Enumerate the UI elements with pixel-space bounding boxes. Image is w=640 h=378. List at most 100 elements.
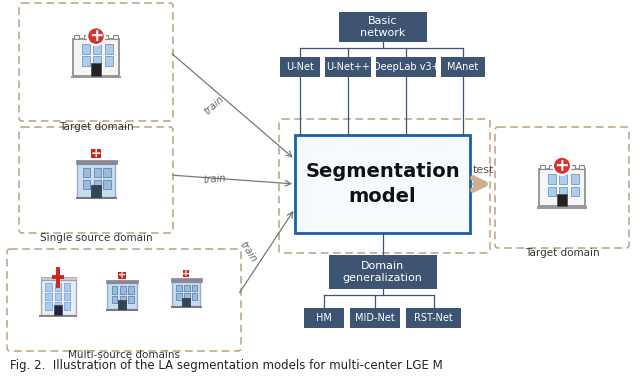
FancyBboxPatch shape <box>40 280 76 315</box>
FancyBboxPatch shape <box>93 180 101 189</box>
FancyBboxPatch shape <box>540 165 545 169</box>
Text: Segmentation
model: Segmentation model <box>305 162 460 206</box>
Text: MID-Net: MID-Net <box>355 313 395 323</box>
FancyBboxPatch shape <box>559 186 568 197</box>
Text: U-Net: U-Net <box>286 62 314 72</box>
FancyBboxPatch shape <box>548 174 556 184</box>
FancyBboxPatch shape <box>105 56 113 66</box>
FancyBboxPatch shape <box>539 169 586 206</box>
FancyBboxPatch shape <box>63 302 70 310</box>
FancyBboxPatch shape <box>77 164 115 197</box>
FancyBboxPatch shape <box>176 293 182 300</box>
FancyBboxPatch shape <box>569 165 575 169</box>
FancyBboxPatch shape <box>106 280 138 283</box>
FancyBboxPatch shape <box>106 309 138 311</box>
FancyBboxPatch shape <box>118 271 125 279</box>
FancyBboxPatch shape <box>45 302 52 310</box>
FancyBboxPatch shape <box>328 255 436 289</box>
Text: Single source domain: Single source domain <box>40 233 152 243</box>
FancyBboxPatch shape <box>105 44 113 54</box>
FancyBboxPatch shape <box>45 283 52 291</box>
Text: +: + <box>555 157 570 175</box>
Text: train: train <box>238 240 259 264</box>
FancyBboxPatch shape <box>559 165 564 169</box>
FancyBboxPatch shape <box>107 283 137 309</box>
FancyBboxPatch shape <box>93 44 101 54</box>
FancyBboxPatch shape <box>120 296 126 303</box>
FancyBboxPatch shape <box>406 308 461 328</box>
FancyBboxPatch shape <box>111 287 118 294</box>
FancyBboxPatch shape <box>104 168 111 177</box>
Text: MAnet: MAnet <box>447 62 479 72</box>
FancyBboxPatch shape <box>182 270 189 277</box>
FancyBboxPatch shape <box>72 76 120 78</box>
FancyBboxPatch shape <box>191 293 197 300</box>
FancyBboxPatch shape <box>170 306 202 308</box>
Text: Target domain: Target domain <box>525 248 599 258</box>
FancyBboxPatch shape <box>549 165 555 169</box>
FancyBboxPatch shape <box>103 35 108 39</box>
FancyBboxPatch shape <box>280 57 320 77</box>
FancyBboxPatch shape <box>182 298 189 306</box>
FancyBboxPatch shape <box>325 57 371 77</box>
Text: +: + <box>91 147 101 160</box>
Text: RST-Net: RST-Net <box>414 313 453 323</box>
FancyBboxPatch shape <box>45 293 52 300</box>
FancyBboxPatch shape <box>83 180 90 189</box>
FancyBboxPatch shape <box>441 57 485 77</box>
FancyBboxPatch shape <box>571 174 579 184</box>
FancyBboxPatch shape <box>172 282 200 306</box>
FancyBboxPatch shape <box>82 44 90 54</box>
FancyBboxPatch shape <box>92 149 100 158</box>
FancyBboxPatch shape <box>54 302 61 310</box>
FancyBboxPatch shape <box>91 186 101 197</box>
FancyBboxPatch shape <box>295 135 470 233</box>
FancyBboxPatch shape <box>93 168 101 177</box>
Text: Target domain: Target domain <box>59 122 133 132</box>
FancyBboxPatch shape <box>93 35 99 39</box>
FancyBboxPatch shape <box>184 293 189 300</box>
FancyBboxPatch shape <box>83 168 90 177</box>
FancyBboxPatch shape <box>537 206 588 209</box>
Text: +: + <box>182 269 190 278</box>
Text: train: train <box>203 94 227 117</box>
Text: Multi-source domains: Multi-source domains <box>68 350 180 360</box>
FancyBboxPatch shape <box>63 293 70 300</box>
Text: train: train <box>203 174 226 185</box>
Circle shape <box>553 157 571 175</box>
Circle shape <box>87 27 105 45</box>
FancyBboxPatch shape <box>184 285 189 291</box>
Text: Basic
network: Basic network <box>360 16 405 38</box>
FancyBboxPatch shape <box>579 165 584 169</box>
FancyBboxPatch shape <box>111 296 118 303</box>
FancyBboxPatch shape <box>84 35 89 39</box>
FancyBboxPatch shape <box>39 315 77 317</box>
FancyBboxPatch shape <box>118 300 126 309</box>
Text: HM: HM <box>316 313 332 323</box>
Text: +: + <box>89 27 103 45</box>
Text: Fig. 2.  Illustration of the LA segmentation models for multi-center LGE M: Fig. 2. Illustration of the LA segmentat… <box>10 359 443 372</box>
FancyBboxPatch shape <box>120 287 126 294</box>
FancyBboxPatch shape <box>54 305 62 315</box>
FancyBboxPatch shape <box>76 160 116 164</box>
FancyBboxPatch shape <box>76 197 116 200</box>
Text: DeepLab v3+: DeepLab v3+ <box>372 62 439 72</box>
FancyBboxPatch shape <box>350 308 400 328</box>
Text: Domain
generalization: Domain generalization <box>342 261 422 283</box>
FancyBboxPatch shape <box>82 56 90 66</box>
FancyBboxPatch shape <box>74 35 79 39</box>
FancyBboxPatch shape <box>170 279 202 282</box>
FancyBboxPatch shape <box>304 308 344 328</box>
FancyBboxPatch shape <box>557 194 568 206</box>
FancyBboxPatch shape <box>54 293 61 300</box>
FancyBboxPatch shape <box>571 186 579 197</box>
Text: test: test <box>472 165 493 175</box>
Text: U-Net++: U-Net++ <box>326 62 370 72</box>
FancyBboxPatch shape <box>376 57 436 77</box>
FancyBboxPatch shape <box>559 174 568 184</box>
FancyBboxPatch shape <box>128 287 134 294</box>
FancyBboxPatch shape <box>339 12 426 42</box>
FancyBboxPatch shape <box>73 39 119 76</box>
FancyBboxPatch shape <box>93 56 101 66</box>
FancyBboxPatch shape <box>128 296 134 303</box>
